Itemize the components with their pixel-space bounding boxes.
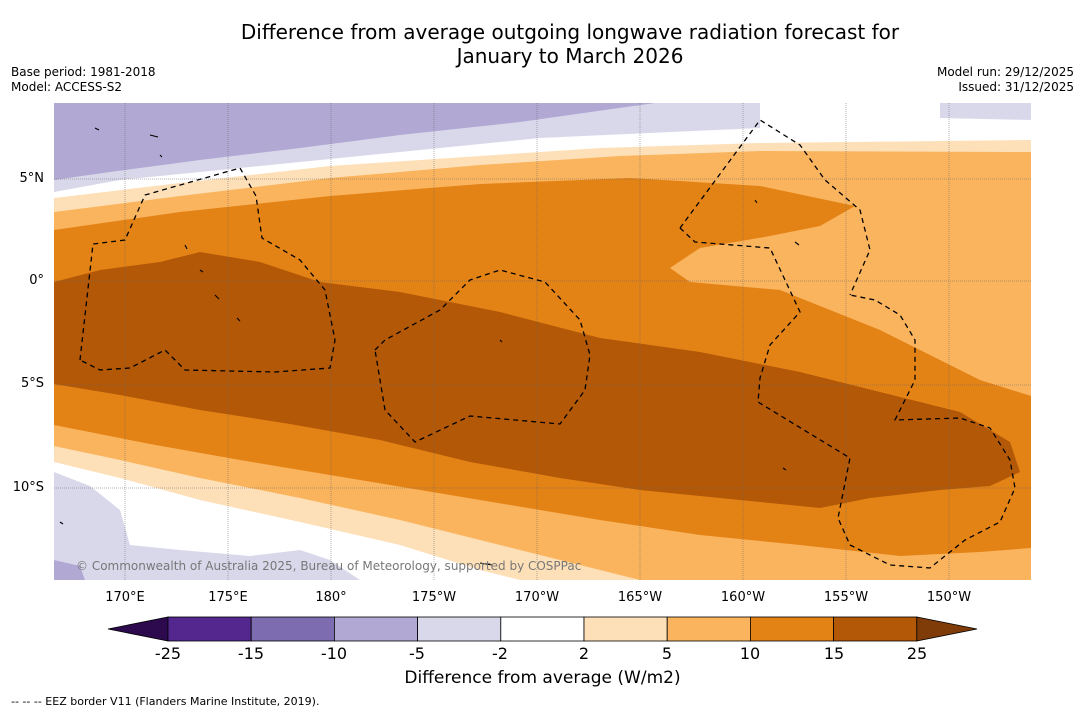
lon-label-170e: 170°E [105, 590, 145, 605]
title-line-1: Difference from average outgoing longwav… [240, 20, 900, 44]
meta-right: Model run: 29/12/2025 Issued: 31/12/2025 [937, 65, 1074, 95]
band-p15-p25 [54, 252, 1020, 508]
cb-tick-p2: 2 [578, 644, 590, 663]
colorbar-swatch-p5_10 [666, 616, 751, 642]
lat-label-5s: 5°S [20, 376, 44, 391]
model-name: Model: ACCESS-S2 [11, 80, 123, 94]
lat-label-5n: 5°N [19, 171, 45, 186]
lon-label-165w: 165°W [617, 590, 663, 605]
lon-label-150w: 150°W [926, 590, 972, 605]
colorbar [107, 616, 978, 642]
colorbar-swatch-m15_m10 [250, 616, 335, 642]
lon-label-170w: 170°W [514, 590, 560, 605]
colorbar-swatch-p2_5 [583, 616, 668, 642]
map-title: Difference from average outgoing longwav… [0, 20, 1085, 68]
colorbar-swatch-m5_m2 [417, 616, 502, 642]
model-run: Model run: 29/12/2025 [936, 65, 1074, 79]
cb-tick-m2: -2 [492, 644, 508, 663]
islands-marker-1 [59, 127, 800, 566]
colorbar-extend-high [916, 616, 978, 642]
lon-label-175w: 175°W [411, 590, 457, 605]
lon-label-160w: 160°W [720, 590, 766, 605]
cb-tick-p25: 25 [906, 644, 928, 663]
colorbar-extend-low [107, 616, 169, 642]
colorbar-label: Difference from average (W/m2) [404, 668, 681, 688]
band-m10-m5-top [54, 103, 655, 180]
meta-left: Base period: 1981-2018 Model: ACCESS-S2 [11, 65, 156, 95]
lon-label-155w: 155°W [823, 590, 869, 605]
eez-borders [79, 119, 1016, 569]
band-m5-m2-bottom-left [54, 472, 360, 580]
issued-date: Issued: 31/12/2025 [958, 80, 1074, 94]
colorbar-swatch-p15_25 [833, 616, 918, 642]
colorbar-swatch-m25_m15 [167, 616, 252, 642]
eez-legend: -- -- -- EEZ border V11 (Flanders Marine… [11, 695, 320, 708]
colorbar-swatch-m2_2 [500, 616, 585, 642]
cb-tick-p15: 15 [823, 644, 845, 663]
band-m10-m5-bottom-left [54, 560, 85, 580]
base-period: Base period: 1981-2018 [11, 65, 156, 79]
lat-label-10s: 10°S [12, 480, 44, 495]
lat-label-0: 0° [29, 273, 44, 288]
eez-islands [59, 127, 800, 566]
cb-tick-m15: -15 [237, 644, 265, 663]
colorbar-swatch-p10_15 [750, 616, 835, 642]
cb-tick-m10: -10 [320, 644, 348, 663]
eez-kiribati-gilbert [79, 167, 336, 373]
title-line-2: January to March 2026 [456, 44, 684, 68]
cb-tick-p5: 5 [661, 644, 673, 663]
cb-tick-m25: -25 [154, 644, 182, 663]
cb-tick-p10: 10 [739, 644, 761, 663]
copyright-notice: © Commonwealth of Australia 2025, Bureau… [76, 559, 581, 573]
colorbar-swatch-m10_m5 [333, 616, 418, 642]
lon-label-175e: 175°E [208, 590, 248, 605]
eez-kiribati-phoenix [374, 269, 591, 443]
cb-tick-m5: -5 [409, 644, 425, 663]
gridlines [54, 103, 1031, 580]
lon-label-180: 180° [315, 590, 347, 605]
map-area [54, 103, 1031, 580]
